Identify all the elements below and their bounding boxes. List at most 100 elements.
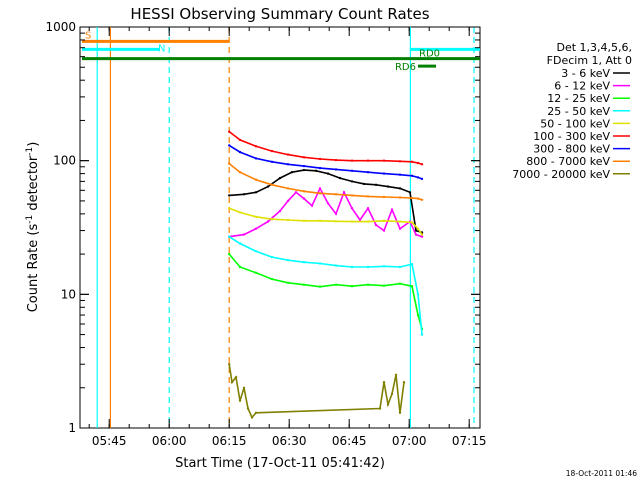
data-point bbox=[350, 169, 354, 172]
legend-entry-label: 50 - 100 keV bbox=[540, 117, 610, 130]
data-point bbox=[302, 168, 306, 172]
data-point bbox=[420, 235, 424, 238]
data-point bbox=[334, 212, 338, 216]
data-point bbox=[318, 157, 322, 161]
data-point bbox=[350, 159, 354, 162]
data-point bbox=[366, 265, 370, 269]
data-point bbox=[270, 255, 274, 259]
data-point bbox=[350, 194, 354, 197]
legend-entry-label: 800 - 7000 keV bbox=[526, 155, 610, 168]
data-point bbox=[334, 193, 338, 196]
data-point bbox=[420, 163, 424, 166]
x-tick-label: 07:15 bbox=[452, 434, 487, 448]
data-point bbox=[238, 150, 242, 154]
data-point bbox=[238, 399, 242, 402]
data-point bbox=[326, 202, 330, 205]
data-point bbox=[410, 196, 414, 200]
data-point bbox=[238, 211, 242, 214]
data-point bbox=[350, 207, 354, 210]
series-line bbox=[228, 144, 423, 180]
data-point bbox=[250, 416, 254, 419]
data-point bbox=[416, 293, 420, 296]
data-point bbox=[286, 187, 290, 190]
data-point bbox=[318, 166, 322, 170]
legend-entry-label: 25 - 50 keV bbox=[547, 105, 610, 118]
data-point bbox=[338, 176, 342, 180]
data-point bbox=[238, 171, 242, 174]
data-point bbox=[318, 262, 322, 265]
data-point bbox=[286, 163, 290, 166]
y-label-superscript: -1 bbox=[25, 147, 35, 156]
data-point bbox=[382, 381, 386, 384]
data-point bbox=[228, 194, 231, 197]
x-tick-label: 06:00 bbox=[152, 434, 187, 448]
data-point bbox=[302, 219, 306, 222]
data-point bbox=[270, 218, 274, 221]
data-point bbox=[416, 197, 420, 200]
data-point bbox=[228, 235, 231, 238]
y-tick-label: 1000 bbox=[45, 20, 76, 34]
data-point bbox=[390, 208, 394, 211]
data-point bbox=[398, 282, 402, 285]
data-point bbox=[254, 411, 258, 414]
data-point bbox=[416, 161, 420, 165]
data-point bbox=[342, 191, 346, 194]
data-point bbox=[398, 220, 402, 223]
data-point bbox=[398, 173, 402, 176]
generation-timestamp: 18-Oct-2011 01:46 bbox=[566, 469, 637, 478]
data-point bbox=[416, 176, 420, 179]
data-point bbox=[242, 193, 246, 196]
data-point bbox=[414, 233, 418, 236]
reference-lines bbox=[96, 27, 475, 428]
data-point bbox=[238, 265, 242, 269]
data-point bbox=[314, 169, 318, 172]
y-label-part: detector bbox=[26, 155, 41, 215]
x-tick-label: 06:30 bbox=[272, 434, 307, 448]
data-point bbox=[228, 144, 231, 147]
data-point bbox=[382, 172, 386, 175]
series-line bbox=[228, 364, 405, 419]
data-point bbox=[350, 265, 354, 269]
y-tick-label: 100 bbox=[53, 154, 76, 168]
y-label-superscript: -1 bbox=[25, 215, 35, 224]
legend-entry-label: 6 - 12 keV bbox=[554, 80, 610, 93]
series-line bbox=[228, 253, 423, 330]
data-point bbox=[410, 160, 414, 163]
data-point bbox=[228, 207, 231, 210]
legend-entry-label: 12 - 25 keV bbox=[547, 92, 610, 105]
data-point bbox=[382, 265, 386, 268]
data-point bbox=[414, 229, 418, 232]
data-point bbox=[302, 190, 306, 193]
data-point bbox=[374, 183, 378, 186]
data-point bbox=[394, 373, 398, 376]
data-point bbox=[286, 259, 290, 262]
data-point bbox=[254, 227, 258, 230]
data-point bbox=[334, 283, 338, 286]
legend-header-line: Det 1,3,4,5,6, bbox=[556, 41, 632, 54]
data-point bbox=[242, 233, 246, 236]
data-point bbox=[334, 158, 338, 162]
data-point bbox=[378, 407, 382, 410]
data-point bbox=[254, 191, 258, 194]
data-point bbox=[318, 187, 322, 190]
data-point bbox=[366, 159, 370, 162]
y-tick-label: 1 bbox=[68, 421, 76, 435]
data-point bbox=[286, 281, 290, 284]
data-point bbox=[334, 264, 338, 267]
data-point bbox=[402, 381, 406, 384]
data-point bbox=[390, 392, 394, 396]
data-point bbox=[416, 227, 420, 230]
data-point bbox=[410, 174, 414, 177]
x-tick-label: 05:45 bbox=[92, 434, 127, 448]
data-point bbox=[270, 277, 274, 281]
data-point bbox=[302, 156, 306, 159]
legend-header-line: FDecim 1, Att 0 bbox=[547, 54, 632, 67]
data-point bbox=[254, 215, 258, 218]
data-point bbox=[254, 145, 258, 148]
data-point bbox=[382, 195, 386, 199]
data-point bbox=[350, 180, 354, 183]
data-point bbox=[278, 209, 282, 213]
data-point bbox=[358, 218, 362, 222]
data-point bbox=[234, 376, 238, 379]
